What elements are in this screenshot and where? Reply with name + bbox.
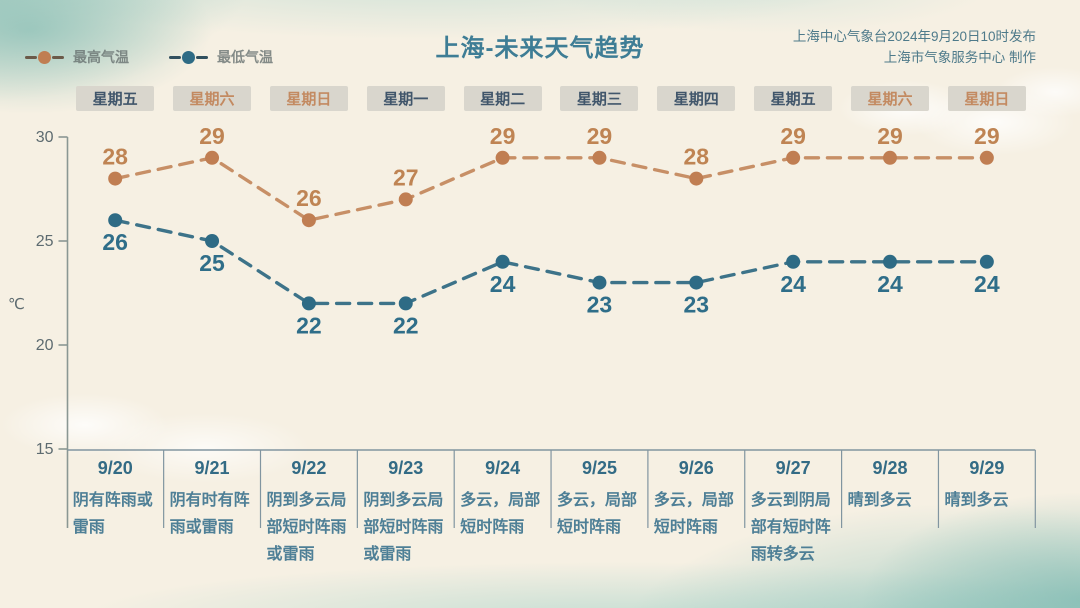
data-point <box>495 150 510 165</box>
temp-value-label: 29 <box>199 123 225 149</box>
y-tick-label: 20 <box>36 337 54 354</box>
date-label: 9/24 <box>485 458 521 478</box>
y-tick-label: 15 <box>36 441 54 458</box>
data-point <box>786 254 801 269</box>
temp-value-label: 28 <box>684 144 710 170</box>
temp-value-label: 29 <box>877 123 903 149</box>
date-label: 9/27 <box>775 458 811 478</box>
temp-value-label: 29 <box>974 123 1000 149</box>
date-label: 9/26 <box>678 458 714 478</box>
weekday-chip: 星期日 <box>947 86 1026 111</box>
weekday-chip: 星期四 <box>657 86 736 111</box>
data-point <box>979 150 994 165</box>
data-point <box>495 254 510 269</box>
temp-value-label: 24 <box>877 271 903 297</box>
y-axis: 30 25 20 15 <box>36 129 69 528</box>
weekday-chip: 星期五 <box>754 86 833 111</box>
date-label: 9/21 <box>194 458 230 478</box>
temp-value-label: 29 <box>490 123 516 149</box>
data-point <box>301 213 316 228</box>
temp-value-label: 24 <box>780 271 806 297</box>
data-point <box>398 296 413 311</box>
legend-label-max-temp: 最高气温 <box>73 49 129 65</box>
weekday-chip: 星期六 <box>851 86 929 111</box>
data-point <box>592 275 607 290</box>
temp-value-label: 29 <box>780 123 806 149</box>
weekday-chip: 星期日 <box>269 86 348 111</box>
min-temp-line-icon <box>169 50 208 64</box>
data-point <box>205 234 220 248</box>
weather-description: 阴到多云局部短时阵雨或雷雨 <box>363 492 444 563</box>
weather-description: 晴到多云 <box>944 492 1009 509</box>
date-label: 9/22 <box>291 458 327 478</box>
temp-value-label: 24 <box>490 271 516 297</box>
y-tick-label: 25 <box>36 233 54 250</box>
weekday-chip: 星期二 <box>463 86 542 111</box>
min-temp-series: 26 25 22 22 24 23 23 24 24 24 <box>102 213 1000 338</box>
trend-line <box>113 218 989 306</box>
weekday-chip: 星期六 <box>173 86 252 111</box>
chart-legend: 最高气温 最低气温 <box>25 47 273 67</box>
temp-value-label: 23 <box>587 292 613 318</box>
data-point <box>301 296 316 311</box>
trend-line <box>113 155 989 223</box>
temp-value-label: 25 <box>199 250 225 276</box>
unit-label: ℃ <box>8 296 25 313</box>
temp-value-label: 22 <box>296 312 322 338</box>
temp-value-label: 28 <box>102 144 128 170</box>
temp-value-label: 24 <box>974 271 1000 297</box>
page-title: 上海-未来天气趋势 <box>435 35 645 62</box>
data-point <box>108 171 123 186</box>
legend-item-max-temp: 最高气温 <box>25 47 129 67</box>
weather-description: 晴到多云 <box>847 492 912 509</box>
weather-description: 多云，局部短时阵雨 <box>460 492 541 536</box>
data-point <box>979 254 994 269</box>
date-label: 9/25 <box>581 458 617 478</box>
publisher-info: 上海中心气象台2024年9月20日10时发布 上海市气象服务中心 制作 <box>793 26 1036 68</box>
data-point <box>786 150 801 165</box>
weather-description: 阴到多云局部短时阵雨或雷雨 <box>266 492 347 563</box>
max-temp-line-icon <box>25 50 64 64</box>
weather-description: 多云到阴局部有短时阵雨转多云 <box>750 492 831 563</box>
temp-value-label: 26 <box>102 229 128 255</box>
publish-time-text: 上海中心气象台2024年9月20日10时发布 <box>792 29 1036 44</box>
temp-value-label: 29 <box>587 123 613 149</box>
weather-description: 多云，局部短时阵雨 <box>557 492 638 536</box>
weather-description: 阴有时有阵雨或雷雨 <box>169 492 250 536</box>
data-point <box>689 171 704 186</box>
temp-value-label: 26 <box>296 185 322 211</box>
date-label: 9/28 <box>872 458 908 478</box>
y-tick-label: 30 <box>36 129 54 146</box>
legend-item-min-temp: 最低气温 <box>169 47 273 67</box>
data-point <box>592 150 607 165</box>
weather-description: 多云，局部短时阵雨 <box>653 492 734 536</box>
data-point <box>883 150 897 165</box>
legend-label-min-temp: 最低气温 <box>217 49 273 65</box>
temp-value-label: 23 <box>684 292 710 318</box>
date-label: 9/20 <box>97 458 133 478</box>
max-temp-series: 28 29 26 27 29 29 28 29 29 29 <box>102 123 1000 228</box>
data-point <box>108 213 123 228</box>
data-point <box>205 150 220 165</box>
weekday-chip: 星期一 <box>366 86 445 111</box>
table-grid <box>67 449 1036 528</box>
temp-value-label: 27 <box>393 164 419 190</box>
producer-text: 上海市气象服务中心 制作 <box>883 50 1036 65</box>
date-label: 9/23 <box>388 458 424 478</box>
weather-description: 阴有阵雨或雷雨 <box>72 492 153 536</box>
data-point <box>883 254 897 269</box>
weekday-chip: 星期三 <box>560 86 639 111</box>
temp-value-label: 22 <box>393 312 419 338</box>
data-point <box>689 275 704 290</box>
data-point <box>398 192 413 207</box>
weekday-chip: 星期五 <box>76 86 155 111</box>
date-label: 9/29 <box>969 458 1005 478</box>
